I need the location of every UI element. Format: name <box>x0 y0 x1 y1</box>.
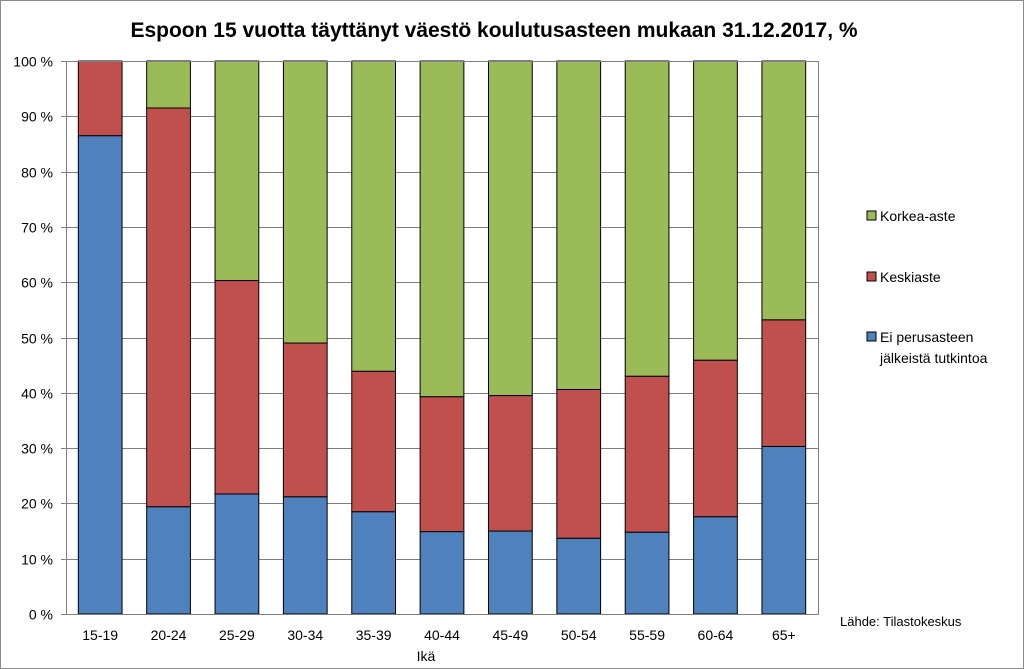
legend-swatch <box>866 210 877 221</box>
legend-label: Keskiaste <box>880 269 941 285</box>
legend: Korkea-aste Keskiaste Ei perusasteen jälkei… <box>866 208 988 366</box>
x-tick-label: 25-29 <box>219 627 255 643</box>
bar-segment <box>693 516 738 615</box>
bar-segment <box>693 359 738 518</box>
legend-swatch <box>866 331 877 342</box>
x-tick-label: 40-44 <box>424 627 460 643</box>
legend-label: Korkea-aste <box>880 208 956 224</box>
bar-segment <box>556 388 602 539</box>
bar-segment <box>146 107 191 508</box>
bar-segment <box>282 342 328 498</box>
y-tick-label: 30 % <box>21 441 53 457</box>
bar-segment <box>419 60 465 398</box>
y-tick-label: 70 % <box>21 220 53 236</box>
bars <box>77 60 807 615</box>
legend-swatch <box>866 271 877 282</box>
x-axis-label: Ikä <box>417 648 436 664</box>
x-tick-label: 20-24 <box>151 627 187 643</box>
source-note: Lähde: Tilastokeskus <box>840 614 962 629</box>
bar-segment <box>556 537 602 615</box>
bar-segment <box>419 396 465 533</box>
bar-segment <box>419 531 465 615</box>
bar-segment <box>214 280 260 495</box>
bar-segment <box>761 60 807 321</box>
x-tick-label: 45-49 <box>492 627 528 643</box>
y-tick-label: 10 % <box>21 552 53 568</box>
y-tick-label: 100 % <box>13 54 53 70</box>
bar-segment <box>351 60 397 372</box>
bar-segment <box>214 60 260 282</box>
bar-segment <box>146 506 191 615</box>
bar-segment <box>146 60 191 109</box>
x-tick-label: 60-64 <box>698 627 734 643</box>
bar-segment <box>77 60 123 137</box>
axes: 0 % 10 % 20 % 30 % 40 % 50 % 60 % 70 % 80 % 90 % 1… <box>13 54 819 643</box>
bar-segment <box>487 530 533 615</box>
y-tick-label: 60 % <box>21 275 53 291</box>
x-tick-label: 15-19 <box>82 627 118 643</box>
bar-segment <box>351 370 397 513</box>
bar-segment <box>693 60 738 361</box>
y-tick-label: 40 % <box>21 386 53 402</box>
bar-segment <box>556 60 602 390</box>
y-tick-label: 90 % <box>21 109 53 125</box>
x-tick-label: 35-39 <box>356 627 392 643</box>
bar-segment <box>77 135 123 615</box>
bar-segment <box>282 496 328 615</box>
bar-segment <box>487 60 533 397</box>
x-tick-label: 50-54 <box>561 627 597 643</box>
bar-segment <box>487 395 533 532</box>
bar-segment <box>624 531 670 615</box>
bar-segment <box>282 60 328 344</box>
bar-segment <box>761 445 807 615</box>
plot-area-border <box>66 61 819 615</box>
y-tick-label: 80 % <box>21 165 53 181</box>
x-tick-label: 65+ <box>772 627 796 643</box>
chart-title: Espoon 15 vuotta täyttänyt väestö koulut… <box>130 19 857 42</box>
y-tick-label: 20 % <box>21 496 53 512</box>
x-tick-label: 30-34 <box>287 627 323 643</box>
y-tick-label: 50 % <box>21 331 53 347</box>
x-tick-label: 55-59 <box>629 627 665 643</box>
bar-segment <box>624 60 670 377</box>
bar-segment <box>214 493 260 615</box>
legend-label: Ei perusasteen jälkeistä tutkintoa <box>879 329 988 366</box>
y-tick-label: 0 % <box>29 607 53 623</box>
bar-segment <box>761 319 807 447</box>
bar-segment <box>624 375 670 533</box>
bar-segment <box>351 511 397 615</box>
